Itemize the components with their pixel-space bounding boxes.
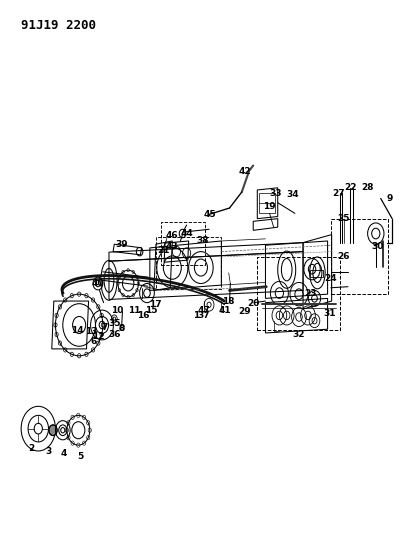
Text: 28: 28 (360, 183, 373, 192)
Bar (259, 193, 274, 213)
Text: 43: 43 (165, 242, 178, 251)
Text: 20: 20 (247, 299, 259, 308)
Text: 16: 16 (136, 311, 149, 320)
Text: 7: 7 (101, 323, 108, 332)
Circle shape (49, 425, 57, 435)
Bar (330, 219, 387, 294)
Text: 22: 22 (343, 183, 355, 192)
Text: 44: 44 (180, 229, 193, 238)
Text: 13: 13 (85, 327, 97, 336)
Text: 11: 11 (128, 305, 141, 314)
Text: 30: 30 (370, 242, 383, 251)
Text: 8: 8 (118, 324, 124, 333)
Text: 45: 45 (203, 210, 216, 219)
Text: 6: 6 (90, 337, 97, 346)
Text: 29: 29 (238, 307, 251, 316)
Text: 38: 38 (196, 237, 209, 246)
Text: 17: 17 (148, 300, 161, 309)
Text: 91J19 2200: 91J19 2200 (21, 19, 96, 33)
Text: 27: 27 (332, 189, 344, 198)
Text: 2: 2 (28, 444, 34, 453)
Text: 41: 41 (218, 305, 230, 314)
Text: 10: 10 (111, 305, 123, 314)
Text: 21: 21 (157, 246, 169, 255)
Text: 39: 39 (115, 240, 127, 249)
Bar (160, 222, 204, 265)
Text: 37: 37 (198, 311, 210, 320)
Text: 26: 26 (336, 253, 348, 261)
Text: 34: 34 (286, 190, 299, 199)
Text: 19: 19 (263, 203, 275, 212)
Text: 31: 31 (323, 309, 335, 318)
Text: 15: 15 (144, 305, 157, 314)
Text: 4: 4 (61, 449, 67, 458)
Text: 36: 36 (108, 330, 120, 339)
Text: 25: 25 (336, 214, 348, 223)
Text: 32: 32 (291, 330, 303, 339)
Bar (155, 237, 221, 289)
Bar (257, 257, 339, 330)
Text: 12: 12 (92, 332, 104, 341)
Text: 46: 46 (165, 231, 178, 240)
Text: 33: 33 (268, 189, 281, 198)
Text: 18: 18 (222, 296, 234, 305)
Text: 47: 47 (197, 305, 210, 314)
Text: 40: 40 (92, 279, 104, 288)
Text: 5: 5 (77, 452, 83, 461)
Text: 42: 42 (238, 167, 251, 176)
Bar (310, 270, 322, 277)
Text: 9: 9 (386, 194, 392, 203)
Text: 1: 1 (192, 311, 199, 320)
Text: 23: 23 (303, 288, 316, 297)
Text: 24: 24 (324, 273, 336, 282)
Text: 35: 35 (108, 319, 120, 328)
Text: 3: 3 (46, 447, 52, 456)
Text: 14: 14 (71, 326, 83, 335)
